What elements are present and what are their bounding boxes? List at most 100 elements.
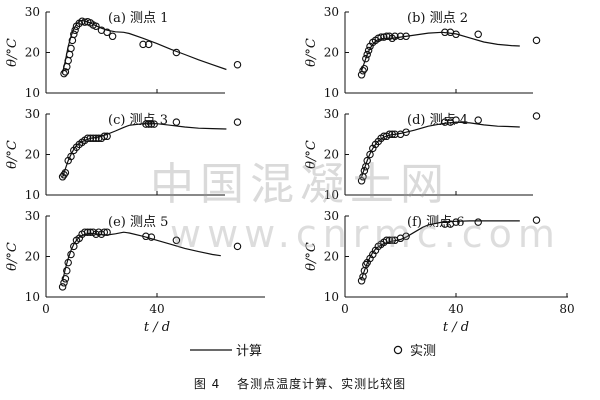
data-point-measured bbox=[441, 220, 449, 228]
data-point-measured bbox=[377, 33, 385, 41]
data-point-measured bbox=[532, 216, 541, 224]
chart-panel-5: 10 20 30 0 40 θ/°C t / d (e) 测点 5 bbox=[5, 209, 265, 335]
data-point-measured bbox=[452, 218, 460, 226]
x-tick-label: 0 bbox=[42, 302, 50, 316]
y-tick-label: 10 bbox=[25, 188, 40, 202]
data-point-measured bbox=[86, 134, 95, 143]
y-tick-label: 10 bbox=[25, 290, 40, 304]
data-point-measured bbox=[67, 44, 75, 53]
data-point-measured bbox=[233, 242, 242, 251]
x-tick-label: 80 bbox=[559, 302, 574, 316]
data-point-measured bbox=[108, 32, 117, 41]
data-point-measured bbox=[83, 228, 92, 236]
panels-group: 10 20 30 θ/°C (a) 测点 1 10 20 30 θ/°C (b) 测点 2 10 20… bbox=[5, 5, 575, 335]
data-point-measured bbox=[144, 120, 153, 128]
panel-label: (a) 测点 1 bbox=[108, 11, 168, 26]
data-point-measured bbox=[362, 54, 370, 63]
y-tick-label: 10 bbox=[324, 86, 339, 100]
data-point-measured bbox=[360, 64, 369, 73]
data-point-measured bbox=[92, 134, 100, 143]
data-point-measured bbox=[61, 168, 70, 177]
caption-number: 图 4 bbox=[193, 377, 221, 391]
y-tick-label: 30 bbox=[324, 209, 339, 223]
data-point-measured bbox=[60, 171, 68, 179]
x-tick-label: 40 bbox=[149, 302, 164, 316]
y-tick-label: 30 bbox=[324, 107, 339, 121]
data-point-measured bbox=[67, 250, 75, 259]
data-point-measured bbox=[402, 32, 410, 41]
x-tick-label: 0 bbox=[341, 302, 349, 316]
data-point-measured bbox=[382, 236, 391, 245]
data-point-measured bbox=[89, 134, 97, 143]
data-point-measured bbox=[441, 28, 449, 37]
chart-panel-3: 10 20 30 θ/°C (c) 测点 3 bbox=[5, 107, 242, 202]
data-point-measured bbox=[363, 156, 371, 165]
data-point-measured bbox=[474, 116, 482, 124]
data-point-measured bbox=[150, 120, 158, 128]
data-point-measured bbox=[63, 266, 71, 275]
legend-calc-label: 计算 bbox=[236, 344, 262, 359]
data-point-measured bbox=[81, 18, 89, 26]
data-point-measured bbox=[396, 32, 405, 41]
x-axis-title: t / d bbox=[443, 320, 469, 335]
data-point-measured bbox=[474, 218, 482, 226]
data-point-measured bbox=[532, 112, 541, 120]
panel-label: (b) 测点 2 bbox=[407, 11, 468, 26]
data-point-measured bbox=[147, 233, 156, 241]
data-point-measured bbox=[147, 120, 156, 128]
data-point-measured bbox=[363, 50, 371, 59]
y-axis-title: θ/°C bbox=[5, 242, 20, 271]
data-point-measured bbox=[364, 46, 373, 55]
data-point-measured bbox=[64, 258, 72, 267]
chart-panel-2: 10 20 30 θ/°C (b) 测点 2 bbox=[304, 5, 541, 100]
y-axis-title: θ/°C bbox=[304, 140, 319, 169]
y-tick-label: 10 bbox=[324, 188, 339, 202]
data-point-measured bbox=[83, 134, 92, 143]
y-tick-label: 30 bbox=[25, 5, 40, 19]
x-tick-label: 40 bbox=[448, 302, 463, 316]
data-point-measured bbox=[233, 118, 242, 126]
data-point-measured bbox=[100, 228, 109, 236]
data-point-measured bbox=[142, 120, 150, 128]
data-point-measured bbox=[441, 118, 449, 126]
data-point-measured bbox=[532, 36, 541, 45]
data-point-measured bbox=[103, 28, 111, 37]
data-point-measured bbox=[71, 26, 79, 34]
data-point-measured bbox=[92, 22, 100, 30]
data-point-measured bbox=[385, 236, 394, 245]
data-point-measured bbox=[139, 40, 147, 49]
series-line-calc bbox=[62, 19, 227, 73]
data-point-measured bbox=[60, 279, 68, 287]
data-point-measured bbox=[67, 152, 75, 161]
data-point-measured bbox=[81, 228, 89, 236]
data-point-measured bbox=[100, 132, 109, 141]
y-axis-title: θ/°C bbox=[304, 242, 319, 271]
data-point-measured bbox=[60, 69, 68, 78]
data-point-measured bbox=[391, 32, 399, 41]
series-line-calc bbox=[361, 121, 520, 177]
y-tick-label: 10 bbox=[25, 86, 40, 100]
data-point-measured bbox=[357, 71, 366, 79]
data-point-measured bbox=[359, 66, 367, 75]
data-point-measured bbox=[360, 166, 369, 175]
data-point-measured bbox=[391, 130, 399, 139]
y-axis-title: θ/°C bbox=[5, 140, 20, 169]
y-tick-label: 30 bbox=[25, 107, 40, 121]
data-point-measured bbox=[402, 128, 410, 136]
y-tick-label: 30 bbox=[25, 209, 40, 223]
data-point-measured bbox=[388, 236, 396, 245]
series-line-calc bbox=[62, 123, 227, 177]
data-point-measured bbox=[357, 277, 366, 285]
series-line-calc bbox=[62, 231, 221, 281]
data-point-measured bbox=[172, 48, 181, 57]
data-point-measured bbox=[402, 232, 410, 241]
panel-label: (f) 测点 6 bbox=[407, 215, 465, 230]
caption-text: 各测点温度计算、实测比较图 bbox=[237, 377, 407, 391]
y-tick-label: 20 bbox=[25, 250, 40, 264]
data-point-measured bbox=[144, 40, 153, 49]
data-point-measured bbox=[357, 177, 366, 185]
data-point-measured bbox=[452, 30, 460, 39]
data-point-measured bbox=[388, 130, 396, 139]
data-point-measured bbox=[61, 275, 70, 283]
